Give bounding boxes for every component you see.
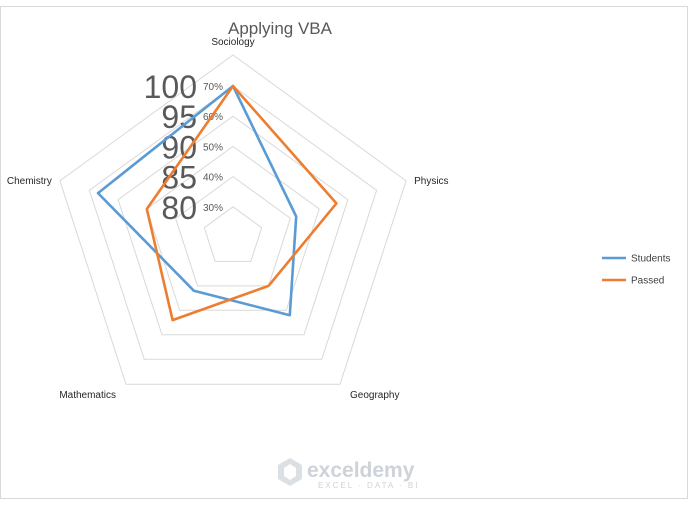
radial-tick-label: 30% (203, 203, 223, 214)
grid-ring (175, 175, 291, 287)
category-label-geography: Geography (350, 390, 399, 401)
chart-area (0, 6, 688, 499)
category-label-mathematics: Mathematics (59, 390, 116, 401)
category-label-physics: Physics (414, 176, 448, 187)
watermark: exceldemy EXCEL · DATA · BI (278, 458, 419, 490)
legend-label-students: Students (631, 254, 670, 265)
radial-tick-label: 70% (203, 82, 223, 93)
watermark-tagline: EXCEL · DATA · BI (318, 481, 419, 490)
legend-label-passed: Passed (631, 276, 664, 287)
grid-ring-outer (59, 54, 407, 385)
grid-ring (203, 206, 263, 262)
radar-grid (59, 54, 407, 385)
series-lines (96, 84, 338, 322)
chart-title: Applying VBA (228, 19, 333, 38)
grid-ring (88, 85, 378, 360)
radial-tick-label-large: 100 (144, 69, 197, 105)
category-labels: Sociology Physics Geography Mathematics Chem… (7, 37, 449, 401)
series-line-students (96, 84, 298, 317)
radial-tick-label-large: 80 (161, 190, 197, 226)
grid-ring (117, 115, 349, 336)
grid-ring (146, 145, 320, 311)
radial-tick-label: 50% (203, 142, 223, 153)
radial-tick-label: 60% (203, 112, 223, 123)
radial-tick-label: 40% (203, 173, 223, 184)
watermark-brand: exceldemy (307, 459, 415, 482)
exceldemy-logo-icon (278, 458, 302, 486)
legend: Students Passed (602, 254, 670, 287)
category-label-chemistry: Chemistry (7, 176, 52, 187)
series-line-passed (145, 84, 338, 322)
category-label-sociology: Sociology (211, 37, 254, 48)
